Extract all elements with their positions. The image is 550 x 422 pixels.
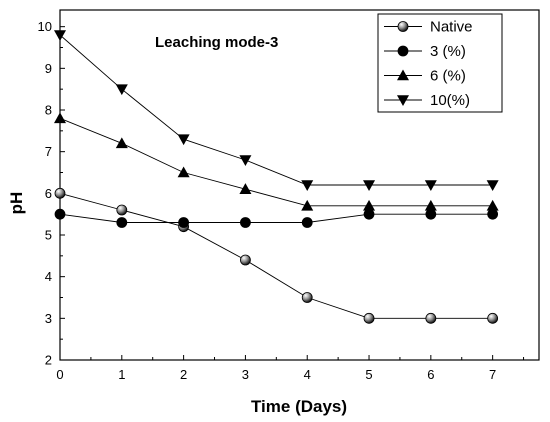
data-point-marker: [487, 312, 499, 324]
legend-marker: [397, 69, 409, 81]
data-point-marker: [363, 208, 375, 220]
x-tick-label: 6: [427, 367, 434, 382]
data-point-marker: [177, 166, 190, 178]
data-point-marker: [239, 155, 252, 166]
x-tick-label: 2: [180, 367, 187, 382]
legend-label: 3 (%): [430, 43, 466, 60]
series-line: [59, 34, 493, 186]
series-2: [54, 208, 499, 228]
legend-item: 10(%): [384, 92, 470, 109]
series-line: [59, 213, 493, 223]
data-point-marker: [425, 312, 437, 324]
data-point-marker: [486, 180, 499, 191]
data-point-marker: [115, 84, 128, 96]
legend-item: 3 (%): [384, 43, 466, 60]
series-line: [59, 192, 493, 319]
data-point-marker: [116, 217, 128, 228]
data-point-marker: [240, 254, 251, 266]
x-tick-label: 1: [118, 367, 125, 382]
data-point-marker: [486, 199, 499, 211]
data-point-marker: [54, 112, 66, 124]
x-tick-label: 0: [56, 367, 63, 382]
series-layer: [54, 30, 499, 324]
legend-marker: [397, 21, 409, 32]
y-tick-label: 3: [45, 311, 52, 326]
legend-item: 6 (%): [384, 68, 466, 85]
data-point-marker: [363, 180, 376, 191]
y-axis-label: pH: [7, 192, 26, 215]
legend: Native 3 (%) 6 (%) 10(%): [377, 13, 503, 113]
legend-marker: [397, 45, 409, 57]
data-point-marker: [363, 199, 376, 211]
data-point-marker: [425, 208, 437, 220]
data-point-marker: [240, 217, 251, 228]
y-tick-label: 8: [45, 103, 52, 118]
y-tick-label: 7: [45, 144, 52, 159]
x-tick-label: 3: [242, 367, 249, 382]
data-point-marker: [301, 292, 313, 303]
data-point-marker: [424, 180, 437, 191]
data-point-marker: [54, 208, 66, 220]
series-4: [54, 30, 499, 191]
data-point-marker: [239, 183, 252, 194]
data-point-marker: [301, 199, 314, 211]
data-point-marker: [54, 187, 66, 199]
data-point-marker: [301, 217, 313, 228]
y-tick-label: 9: [45, 61, 52, 76]
data-point-marker: [115, 137, 128, 149]
y-tick-label: 4: [45, 269, 52, 284]
x-tick-label: 5: [365, 367, 372, 382]
data-point-marker: [363, 312, 375, 324]
x-axis-label: Time (Days): [251, 397, 347, 416]
legend-label: 6 (%): [430, 68, 466, 85]
data-point-marker: [178, 217, 190, 228]
data-point-marker: [177, 134, 190, 146]
data-point-marker: [424, 199, 437, 211]
y-tick-label: 2: [45, 353, 52, 368]
y-tick-label: 10: [38, 19, 52, 34]
y-tick-label: 6: [45, 186, 52, 201]
x-axis: 0 1 2 3 4 5 6 7: [56, 355, 525, 382]
data-point-marker: [116, 204, 128, 216]
chart-annotation: Leaching mode-3: [155, 34, 278, 51]
legend-item: Native: [384, 19, 473, 36]
series-line: [59, 117, 493, 207]
x-tick-label: 4: [304, 367, 311, 382]
x-tick-label: 7: [489, 367, 496, 382]
data-point-marker: [54, 30, 66, 41]
series-1: [54, 187, 499, 324]
series-3: [54, 112, 499, 211]
data-point-marker: [487, 208, 499, 220]
legend-label: Native: [430, 19, 473, 36]
y-tick-label: 5: [45, 228, 52, 243]
data-point-marker: [301, 180, 314, 191]
legend-label: 10(%): [430, 92, 470, 109]
legend-marker: [397, 95, 409, 106]
